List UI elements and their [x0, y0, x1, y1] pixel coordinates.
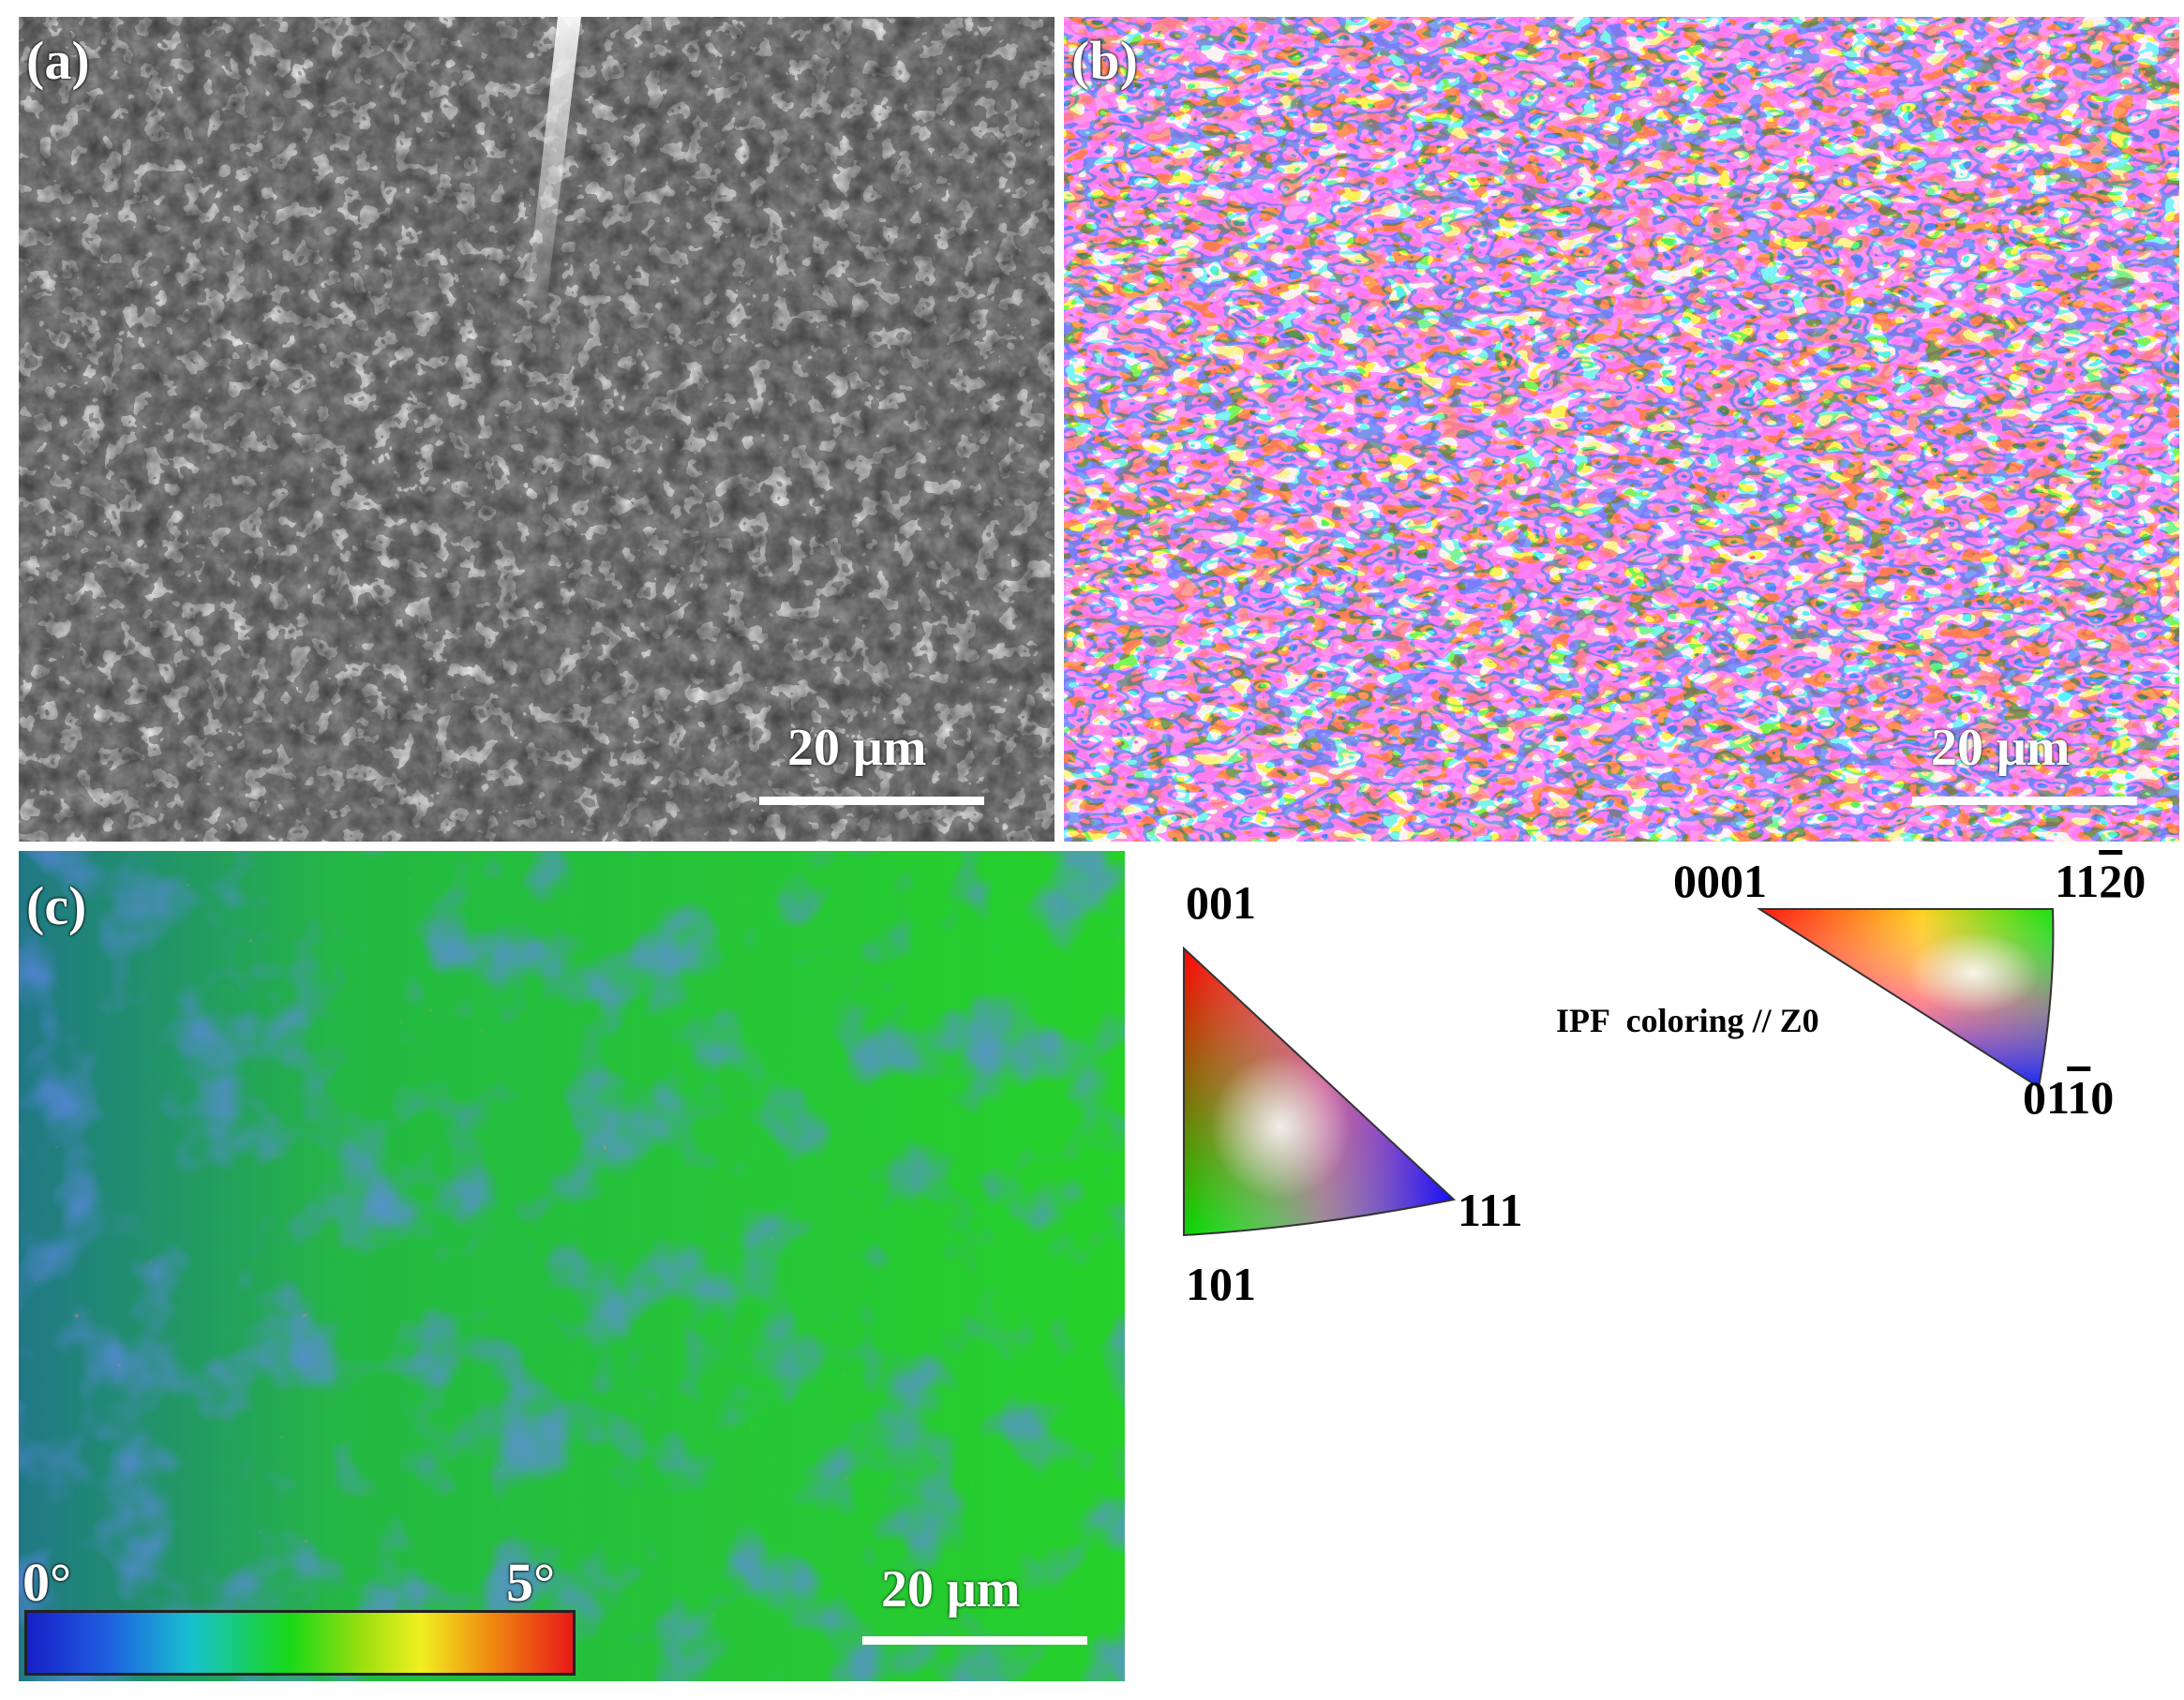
- panel-a-label: (a): [26, 30, 90, 91]
- cubic-corner-001: 001: [1186, 876, 1256, 929]
- colorbar-min-label: 0°: [22, 1552, 72, 1613]
- panel-c-kam-map: (c) 20 μm 0° 5°: [19, 851, 1125, 1681]
- cubic-ipf-triangle: [1183, 947, 1457, 1237]
- panel-c-scale-text: 20 μm: [881, 1560, 1021, 1618]
- panel-b-scale-text: 20 μm: [1931, 719, 2071, 777]
- panel-c-label: (c): [26, 875, 87, 936]
- ipf-texture: [1064, 17, 2179, 842]
- hex-corner-01-1-0: 0110: [2023, 1071, 2115, 1124]
- hex-ipf-triangle: [1758, 908, 2055, 1089]
- kam-texture: [19, 851, 1125, 1681]
- cubic-corner-111: 111: [1458, 1184, 1523, 1236]
- cubic-ipf-legend: 001 111 101: [1176, 872, 1570, 1321]
- panel-b-scale-bar: [1912, 797, 2137, 805]
- kam-colorbar: [24, 1610, 576, 1676]
- cubic-corner-101: 101: [1186, 1258, 1256, 1310]
- hex-ipf-legend: 0001 1120 IPF coloring: [1537, 853, 2184, 1134]
- panel-b-ipf-map: (b) 20 μm: [1064, 17, 2179, 842]
- sem-texture: [19, 17, 1055, 842]
- ipf-coloring-caption: IPF coloring // Z0: [1556, 1002, 1819, 1039]
- panel-a-sem-image: (a) 20 μm: [19, 17, 1055, 842]
- hex-corner-0001: 0001: [1673, 855, 1767, 907]
- panel-b-label: (b): [1071, 30, 1138, 91]
- colorbar-max-label: 5°: [506, 1552, 556, 1613]
- hex-corner-11-2-0: 1120: [2055, 855, 2147, 907]
- panel-a-scale-bar: [759, 797, 984, 805]
- panel-c-scale-bar: [862, 1636, 1087, 1645]
- panel-a-scale-text: 20 μm: [787, 719, 927, 777]
